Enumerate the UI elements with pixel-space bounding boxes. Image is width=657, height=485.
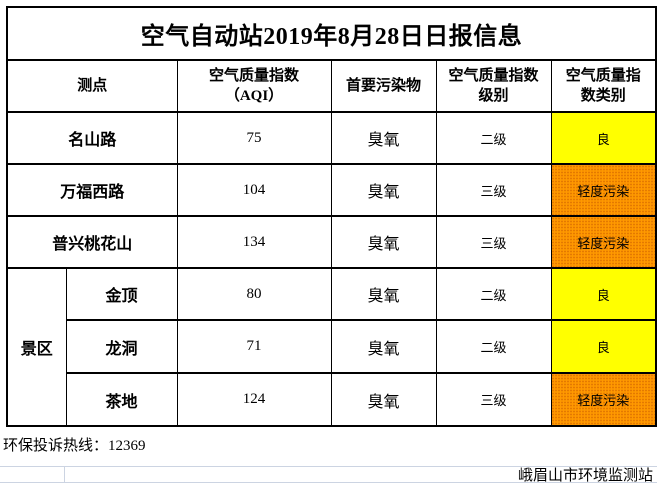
category-cell: 良 (550, 319, 657, 374)
level-cell: 二级 (435, 111, 552, 165)
table-row: 景区 金顶 80 臭氧 二级 良 (6, 267, 657, 427)
hotline-label: 环保投诉热线：12369 (3, 438, 146, 454)
site-cell: 茶地 (65, 372, 178, 427)
pollutant-cell: 臭氧 (330, 372, 437, 427)
hotline-text: 环保投诉热线：12369 (3, 423, 403, 466)
table-row: 名山路 75 臭氧 二级 良 (6, 111, 657, 165)
aqi-value: 134 (176, 215, 332, 269)
air-quality-table: 空气自动站2019年8月28日日报信息 测点 空气质量指数（AQI） 首要污染物… (6, 6, 657, 427)
site-cell: 名山路 (6, 111, 178, 165)
category-cell: 轻度污染 (550, 215, 657, 269)
gridline-empty-cell (0, 467, 65, 482)
aqi-value: 80 (176, 267, 332, 321)
site-cell: 普兴桃花山 (6, 215, 178, 269)
aqi-value: 124 (176, 372, 332, 427)
category-cell: 轻度污染 (550, 163, 657, 217)
level-cell: 三级 (435, 163, 552, 217)
category-cell: 良 (550, 111, 657, 165)
level-cell: 二级 (435, 267, 552, 321)
agency-name: 峨眉山市环境监测站 (517, 468, 653, 484)
category-cell: 轻度污染 (550, 372, 657, 427)
level-cell: 三级 (435, 215, 552, 269)
site-cell: 龙洞 (65, 319, 178, 374)
level-cell: 二级 (435, 319, 552, 374)
pollutant-cell: 臭氧 (330, 215, 437, 269)
category-cell: 良 (550, 267, 657, 321)
site-cell: 金顶 (65, 267, 178, 321)
column-header-pollutant: 首要污染物 (330, 59, 437, 113)
aqi-value: 71 (176, 319, 332, 374)
table-row: 万福西路 104 臭氧 三级 轻度污染 (6, 163, 657, 217)
site-cell: 万福西路 (6, 163, 178, 217)
page-title: 空气自动站2019年8月28日日报信息 (6, 6, 657, 61)
table-row: 茶地 124 臭氧 三级 轻度污染 (7, 372, 657, 427)
table-row: 普兴桃花山 134 臭氧 三级 轻度污染 (6, 215, 657, 269)
group-cell: 景区 (6, 267, 67, 427)
aqi-value: 104 (176, 163, 332, 217)
column-header-category: 空气质量指数类别 (550, 59, 657, 113)
column-header-aqi: 空气质量指数（AQI） (176, 59, 332, 113)
agency-cell: 峨眉山市环境监测站 (65, 467, 657, 484)
pollutant-cell: 臭氧 (330, 111, 437, 165)
pollutant-cell: 臭氧 (330, 163, 437, 217)
pollutant-cell: 臭氧 (330, 319, 437, 374)
pollutant-cell: 臭氧 (330, 267, 437, 321)
aqi-value: 75 (176, 111, 332, 165)
column-header-site: 测点 (6, 59, 178, 113)
column-header-level: 空气质量指数级别 (435, 59, 552, 113)
excel-gridline-row: 峨眉山市环境监测站 (0, 466, 657, 484)
level-cell: 三级 (435, 372, 552, 427)
table-row: 龙洞 71 臭氧 二级 良 (7, 319, 657, 374)
